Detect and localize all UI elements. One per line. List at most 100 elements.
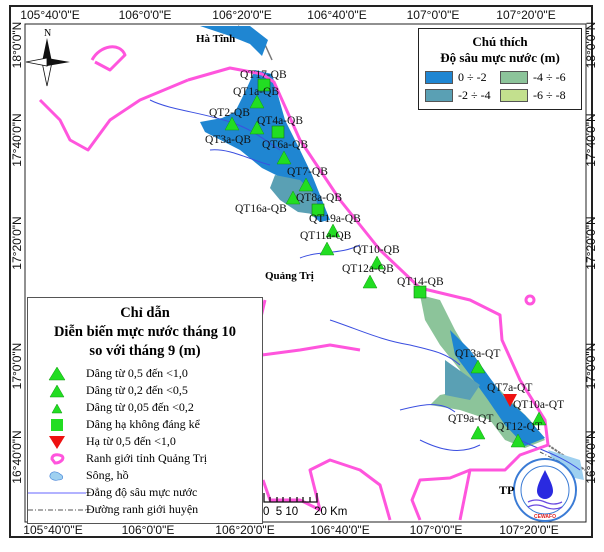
- map-inner-frame: [24, 23, 587, 523]
- axis-label-right: 17°20'0"N: [584, 216, 598, 270]
- station-label: QT12-QT: [496, 421, 542, 433]
- station-marker-triangle-up[interactable]: [249, 94, 265, 109]
- legend-item-river-lake: Sông, hồ: [28, 467, 262, 484]
- axis-label-left: 17°40'0"N: [10, 113, 24, 167]
- legend-item-isoline: Đẳng độ sâu mực nước: [28, 484, 262, 501]
- main-legend-title: Chỉ dẫn Diễn biến mực nước tháng 10 so v…: [28, 304, 262, 361]
- place-label-tp: TP: [499, 483, 515, 497]
- axis-label-left: 17°0'0"N: [10, 342, 24, 390]
- district-boundary-icon: [28, 501, 86, 519]
- legend-item-triangle-up-medium: Dâng từ 0,2 đến <0,5: [28, 382, 262, 399]
- cewafo-logo: CEWAFO: [513, 458, 577, 522]
- legend-item-label: Đẳng độ sâu mực nước: [86, 485, 198, 499]
- station-label: QT8a-QB: [296, 192, 342, 204]
- depth-legend-label: -2 ÷ -4: [458, 88, 491, 102]
- legend-item-triangle-up-large: Dâng từ 0,5 đến <1,0: [28, 365, 262, 382]
- axis-label-bottom: 106°40'0"E: [310, 523, 370, 537]
- station-marker-triangle-up[interactable]: [224, 116, 240, 131]
- square-icon: [28, 416, 86, 434]
- axis-label-bottom: 107°0'0"E: [409, 523, 463, 537]
- place-label-ha-tinh: Hà Tĩnh: [196, 33, 236, 45]
- station-label: QT10-QB: [353, 244, 400, 256]
- axis-label-right: 17°0'0"N: [584, 342, 598, 390]
- station-label: QT3a-QT: [455, 348, 501, 360]
- axis-label-right: 18°0'0"N: [584, 21, 598, 69]
- legend-item-label: Ranh giới tỉnh Quảng Trị: [86, 451, 208, 465]
- station-label: QT14-QB: [397, 276, 444, 288]
- legend-item-district-boundary: Đường ranh giới huyện: [28, 501, 262, 518]
- legend-title-line2: Diễn biến mực nước tháng 10: [53, 324, 237, 340]
- depth-legend: Chú thích Độ sâu mực nước (m) 0 ÷ -2 -4 ÷…: [418, 28, 582, 110]
- scale-bar-text: 0 5 10 20 Km: [263, 506, 348, 518]
- isoline-icon: [28, 484, 86, 502]
- depth-swatch: [425, 71, 453, 84]
- station-label: QT9a-QT: [448, 413, 494, 425]
- axis-label-bottom: 105°40'0"E: [23, 523, 83, 537]
- axis-label-bottom: 106°20'0"E: [215, 523, 275, 537]
- province-boundary-icon: [28, 450, 86, 468]
- station-label: QT16a-QB: [235, 203, 287, 215]
- triangle-up-large-icon: [28, 365, 86, 383]
- legend-item-label: Hạ từ 0,5 đến <1,0: [86, 434, 176, 448]
- station-marker-square[interactable]: [413, 285, 427, 299]
- main-legend: Chỉ dẫn Diễn biến mực nước tháng 10 so v…: [27, 297, 263, 524]
- legend-item-label: Dâng từ 0,05 đến <0,2: [86, 400, 194, 414]
- station-marker-triangle-up[interactable]: [470, 359, 486, 374]
- place-label-quang-tri: Quảng Trị: [265, 270, 314, 282]
- axis-label-left: 17°20'0"N: [10, 216, 24, 270]
- station-label: QT1a-QB: [233, 86, 279, 98]
- depth-zone-0-2-south: [450, 330, 545, 446]
- axis-label-top: 105°40'0"E: [20, 8, 80, 22]
- station-marker-triangle-up[interactable]: [531, 411, 547, 426]
- legend-title-line3: so với tháng 9 (m): [89, 343, 201, 359]
- depth-legend-item: -2 ÷ -4: [425, 88, 500, 103]
- depth-legend-label: -4 ÷ -6: [533, 70, 566, 84]
- legend-item-province-boundary: Ranh giới tỉnh Quảng Trị: [28, 450, 262, 467]
- depth-zone-north-top: [200, 26, 268, 56]
- axis-label-top: 106°40'0"E: [307, 8, 367, 22]
- axis-label-bottom: 107°20'0"E: [499, 523, 559, 537]
- north-arrow-icon: [25, 38, 70, 87]
- axis-label-top: 106°20'0"E: [212, 8, 272, 22]
- depth-legend-item: -6 ÷ -8: [500, 88, 575, 103]
- station-marker-triangle-up[interactable]: [285, 190, 301, 205]
- scale-bar: [263, 493, 318, 503]
- station-marker-square[interactable]: [311, 203, 325, 217]
- station-marker-triangle-up[interactable]: [319, 241, 335, 256]
- legend-item-label: Dâng hạ không đáng kể: [86, 417, 200, 431]
- station-marker-triangle-up[interactable]: [470, 425, 486, 440]
- station-label: QT4a-QB: [257, 115, 303, 127]
- station-marker-triangle-up[interactable]: [510, 433, 526, 448]
- legend-item-label: Sông, hồ: [86, 468, 129, 482]
- station-marker-triangle-up[interactable]: [369, 255, 385, 270]
- legend-title-line1: Chỉ dẫn: [120, 305, 170, 321]
- station-label: QT12a-QB: [342, 263, 394, 275]
- legend-item-label: Dâng từ 0,2 đến <0,5: [86, 383, 188, 397]
- legend-item-square: Dâng hạ không đáng kể: [28, 416, 262, 433]
- station-marker-triangle-down[interactable]: [503, 394, 517, 407]
- north-label: N: [44, 28, 51, 39]
- station-marker-triangle-up[interactable]: [249, 120, 265, 135]
- depth-swatch: [500, 89, 528, 102]
- station-label: QT3a-QB: [205, 134, 251, 146]
- station-marker-triangle-up[interactable]: [298, 177, 314, 192]
- triangle-up-medium-icon: [28, 382, 86, 400]
- station-marker-triangle-up[interactable]: [362, 274, 378, 289]
- depth-legend-subtitle: Độ sâu mực nước (m): [440, 50, 560, 65]
- station-marker-triangle-up[interactable]: [276, 150, 292, 165]
- station-label: QT6a-QB: [262, 139, 308, 151]
- station-marker-triangle-up[interactable]: [325, 223, 341, 238]
- legend-item-triangle-down: Hạ từ 0,5 đến <1,0: [28, 433, 262, 450]
- lagoon-south: [548, 450, 584, 480]
- axis-label-top: 107°20'0"E: [496, 8, 556, 22]
- station-label: QT2-QB: [209, 107, 250, 119]
- depth-swatch: [425, 89, 453, 102]
- station-label: QT10a-QT: [513, 399, 565, 411]
- station-marker-square[interactable]: [271, 125, 285, 139]
- axis-label-left: 16°40'0"N: [10, 430, 24, 484]
- legend-item-label: Dâng từ 0,5 đến <1,0: [86, 366, 188, 380]
- depth-legend-label: 0 ÷ -2: [458, 70, 487, 84]
- axis-label-right: 17°40'0"N: [584, 113, 598, 167]
- station-marker-square[interactable]: [257, 78, 271, 92]
